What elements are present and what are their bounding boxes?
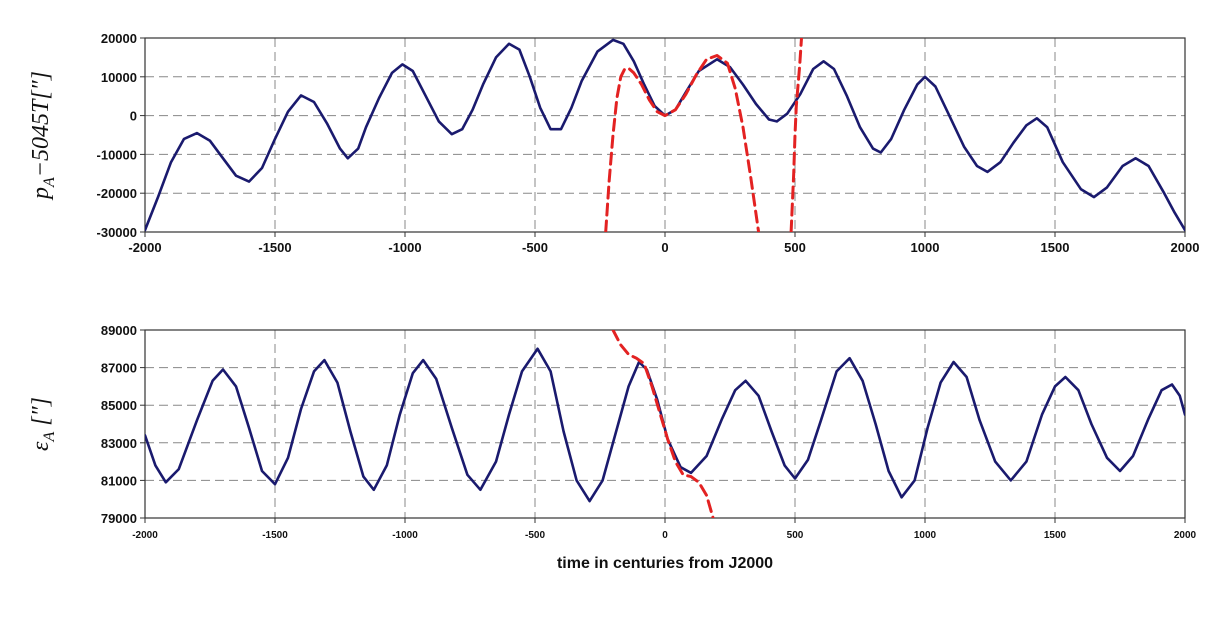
x-tick-label: 1000	[911, 240, 940, 255]
y-axis-label-main: p	[28, 187, 54, 201]
y-tick-label: 83000	[101, 436, 137, 451]
x-tick-label: 0	[661, 240, 668, 255]
x-tick-label: -1000	[388, 240, 421, 255]
series-line-approximation	[789, 38, 803, 232]
y-tick-label: -30000	[97, 225, 137, 240]
x-tick-label: 1500	[1044, 530, 1067, 541]
y-axis-label-rest: [″]	[28, 397, 54, 432]
series-line-approximation	[604, 54, 761, 232]
x-tick-label: 500	[784, 240, 806, 255]
y-tick-label: -10000	[97, 147, 137, 162]
x-tick-label: -500	[522, 240, 548, 255]
x-tick-label: -2000	[128, 240, 161, 255]
x-tick-label: -2000	[132, 530, 158, 541]
series-line-approximation	[611, 330, 715, 518]
x-tick-label: -1500	[262, 530, 288, 541]
x-tick-label: 2000	[1174, 530, 1197, 541]
x-tick-label: -1500	[258, 240, 291, 255]
series-group	[145, 330, 1185, 518]
y-tick-label: 0	[130, 109, 137, 124]
x-tick-label: 500	[787, 530, 804, 541]
x-tick-label: 1500	[1041, 240, 1070, 255]
series-group	[145, 38, 1185, 232]
y-tick-label: 10000	[101, 70, 137, 85]
y-tick-label: 85000	[101, 398, 137, 413]
y-tick-label: 20000	[101, 31, 137, 46]
x-tick-label: 2000	[1171, 240, 1200, 255]
y-axis-label-sub: A	[41, 177, 58, 188]
y-axis-label: pA−5045T[″]	[28, 71, 58, 201]
x-axis-label: time in centuries from J2000	[557, 555, 773, 572]
y-axis-label-rest: −5045T[″]	[28, 71, 54, 177]
y-axis-label-main: ε	[28, 441, 54, 451]
y-tick-label: 79000	[101, 511, 137, 526]
x-tick-label: 0	[662, 530, 668, 541]
x-tick-label: -1000	[392, 530, 418, 541]
obliquity-panel: 89000 87000 85000 83000 81000 79000 -2000 -1500…	[28, 323, 1197, 572]
x-tick-label: 1000	[914, 530, 937, 541]
y-tick-label: -20000	[97, 186, 137, 201]
x-tick-label: -500	[525, 530, 545, 541]
y-tick-label: 81000	[101, 473, 137, 488]
y-tick-label: 89000	[101, 323, 137, 338]
y-axis-label: εA [″]	[28, 397, 58, 451]
y-axis-label-sub: A	[41, 432, 58, 443]
y-tick-label: 87000	[101, 361, 137, 376]
